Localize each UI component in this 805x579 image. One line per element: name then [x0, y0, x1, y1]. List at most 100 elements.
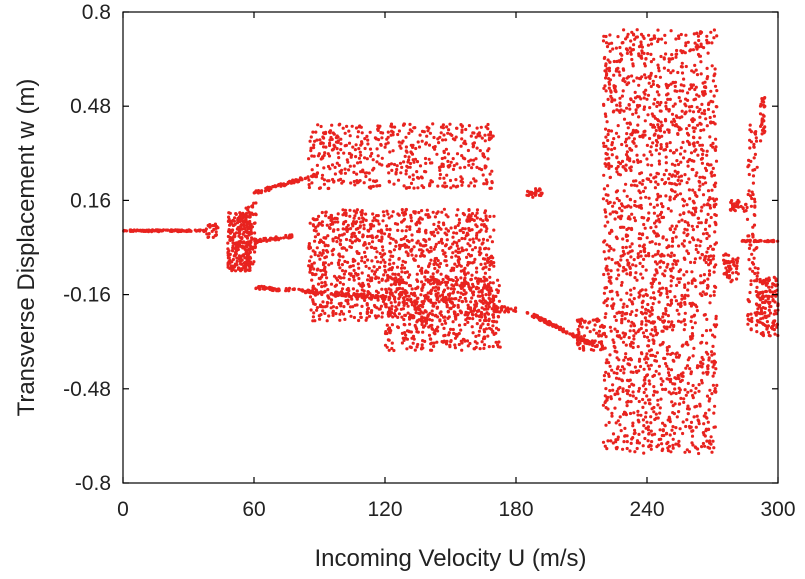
data-point: [362, 227, 366, 231]
data-point: [409, 181, 414, 185]
data-point: [660, 442, 664, 446]
data-point: [647, 211, 651, 215]
data-point: [668, 149, 673, 153]
data-point: [706, 420, 710, 424]
data-point: [629, 370, 633, 374]
data-point: [390, 304, 394, 308]
data-point: [341, 312, 346, 316]
data-point: [677, 96, 681, 100]
data-point: [420, 322, 424, 327]
data-point: [484, 178, 488, 182]
data-point: [331, 253, 335, 257]
data-point: [623, 355, 628, 359]
data-point: [483, 271, 487, 275]
data-point: [603, 210, 608, 214]
data-point: [446, 310, 450, 314]
data-point: [671, 425, 675, 429]
data-point: [663, 33, 667, 38]
data-point: [331, 229, 336, 233]
data-point: [478, 347, 482, 351]
data-point: [496, 345, 500, 349]
data-point: [634, 111, 638, 115]
data-point: [365, 316, 369, 320]
data-point: [445, 233, 449, 237]
data-point: [662, 173, 666, 177]
data-point: [637, 441, 642, 445]
data-point: [494, 294, 498, 298]
data-point: [692, 346, 696, 350]
data-point: [671, 239, 675, 243]
data-point: [709, 163, 713, 167]
data-point: [488, 292, 492, 296]
data-point: [657, 364, 662, 368]
data-point: [371, 179, 376, 183]
data-point: [698, 256, 702, 260]
data-point: [459, 291, 463, 295]
data-point: [440, 322, 444, 326]
data-point: [651, 79, 655, 83]
data-point: [336, 261, 340, 265]
data-point: [534, 187, 538, 191]
data-point: [429, 258, 433, 262]
data-point: [198, 228, 202, 232]
data-point: [235, 221, 240, 225]
data-point: [614, 421, 618, 425]
data-point: [433, 257, 437, 261]
data-point: [469, 214, 473, 218]
data-point: [379, 142, 383, 147]
data-point: [628, 146, 632, 151]
data-point: [659, 291, 663, 295]
data-point: [642, 36, 646, 41]
data-point: [446, 316, 450, 320]
data-point: [379, 239, 383, 243]
data-point: [276, 184, 280, 188]
data-point: [701, 431, 706, 435]
data-point: [605, 304, 609, 308]
data-point: [669, 279, 673, 283]
data-point: [646, 163, 650, 167]
data-point: [630, 242, 634, 246]
data-point: [592, 341, 596, 345]
data-point: [494, 340, 498, 344]
data-point: [525, 311, 529, 315]
data-point: [412, 160, 416, 164]
data-point: [637, 45, 642, 49]
data-point: [436, 263, 440, 267]
data-point: [714, 137, 718, 141]
data-point: [617, 273, 621, 277]
data-point: [649, 42, 654, 46]
data-point: [669, 269, 673, 273]
data-point: [647, 75, 651, 79]
data-point: [413, 348, 417, 352]
data-point: [607, 276, 611, 280]
data-point: [659, 202, 664, 206]
data-point: [714, 145, 718, 149]
data-point: [706, 277, 710, 281]
data-point: [355, 289, 359, 293]
data-point: [503, 305, 507, 309]
data-point: [670, 182, 674, 186]
data-point: [338, 281, 342, 285]
data-point: [710, 188, 714, 192]
data-point: [324, 145, 328, 149]
data-point: [696, 250, 700, 254]
data-point: [676, 70, 680, 75]
data-point: [631, 424, 635, 428]
data-point: [708, 388, 712, 392]
data-point: [678, 402, 682, 406]
data-point: [234, 244, 238, 248]
data-point: [652, 133, 656, 137]
data-point: [543, 320, 547, 324]
data-point: [618, 423, 622, 427]
data-point: [385, 164, 389, 168]
data-point: [452, 331, 456, 335]
data-point: [381, 210, 385, 214]
data-point: [368, 234, 372, 238]
data-point: [309, 146, 313, 150]
data-point: [647, 319, 651, 323]
data-point: [605, 358, 609, 362]
data-point: [712, 199, 717, 203]
data-point: [712, 114, 717, 118]
data-point: [426, 129, 430, 133]
data-point: [487, 247, 491, 251]
